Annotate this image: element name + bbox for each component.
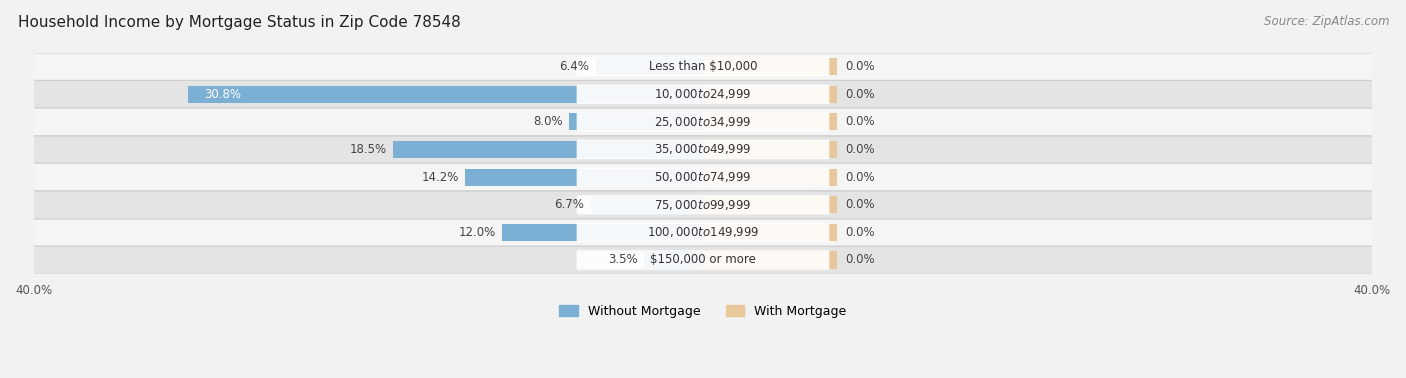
Text: Household Income by Mortgage Status in Zip Code 78548: Household Income by Mortgage Status in Z…	[18, 15, 461, 30]
FancyBboxPatch shape	[34, 191, 1372, 219]
Bar	[502, 224, 703, 241]
Text: 0.0%: 0.0%	[845, 60, 875, 73]
Bar	[703, 251, 837, 268]
FancyBboxPatch shape	[576, 112, 830, 132]
FancyBboxPatch shape	[34, 135, 1372, 164]
Text: 0.0%: 0.0%	[845, 170, 875, 184]
Text: $25,000 to $34,999: $25,000 to $34,999	[654, 115, 752, 129]
FancyBboxPatch shape	[576, 223, 830, 242]
Bar	[187, 86, 703, 103]
Text: 8.0%: 8.0%	[533, 115, 562, 129]
Text: $75,000 to $99,999: $75,000 to $99,999	[654, 198, 752, 212]
FancyBboxPatch shape	[34, 246, 1372, 274]
Text: 0.0%: 0.0%	[845, 226, 875, 239]
Bar	[569, 113, 703, 130]
FancyBboxPatch shape	[576, 250, 830, 270]
FancyBboxPatch shape	[576, 57, 830, 76]
Text: 30.8%: 30.8%	[204, 88, 242, 101]
FancyBboxPatch shape	[34, 218, 1372, 246]
Text: 0.0%: 0.0%	[845, 115, 875, 129]
Text: $10,000 to $24,999: $10,000 to $24,999	[654, 87, 752, 101]
Bar	[703, 86, 837, 103]
Text: $150,000 or more: $150,000 or more	[650, 254, 756, 266]
Text: 6.4%: 6.4%	[560, 60, 589, 73]
Text: Source: ZipAtlas.com: Source: ZipAtlas.com	[1264, 15, 1389, 28]
Bar	[465, 169, 703, 186]
Text: $35,000 to $49,999: $35,000 to $49,999	[654, 143, 752, 156]
Bar	[703, 113, 837, 130]
Text: 0.0%: 0.0%	[845, 88, 875, 101]
Bar	[644, 251, 703, 268]
Text: $100,000 to $149,999: $100,000 to $149,999	[647, 225, 759, 239]
Text: 12.0%: 12.0%	[458, 226, 495, 239]
FancyBboxPatch shape	[576, 85, 830, 104]
Text: 6.7%: 6.7%	[554, 198, 583, 211]
FancyBboxPatch shape	[576, 140, 830, 159]
Bar	[703, 224, 837, 241]
Bar	[596, 58, 703, 75]
Bar	[703, 141, 837, 158]
Bar	[591, 196, 703, 213]
Text: 0.0%: 0.0%	[845, 254, 875, 266]
Bar	[703, 196, 837, 213]
Legend: Without Mortgage, With Mortgage: Without Mortgage, With Mortgage	[554, 300, 852, 323]
Bar	[703, 58, 837, 75]
Text: 0.0%: 0.0%	[845, 198, 875, 211]
Text: $50,000 to $74,999: $50,000 to $74,999	[654, 170, 752, 184]
FancyBboxPatch shape	[34, 80, 1372, 108]
Text: 3.5%: 3.5%	[609, 254, 638, 266]
FancyBboxPatch shape	[576, 167, 830, 187]
FancyBboxPatch shape	[34, 163, 1372, 191]
FancyBboxPatch shape	[576, 195, 830, 214]
Text: 14.2%: 14.2%	[422, 170, 458, 184]
Text: Less than $10,000: Less than $10,000	[648, 60, 758, 73]
FancyBboxPatch shape	[34, 53, 1372, 81]
Bar	[394, 141, 703, 158]
Text: 0.0%: 0.0%	[845, 143, 875, 156]
Bar	[703, 169, 837, 186]
FancyBboxPatch shape	[34, 108, 1372, 136]
Text: 18.5%: 18.5%	[350, 143, 387, 156]
